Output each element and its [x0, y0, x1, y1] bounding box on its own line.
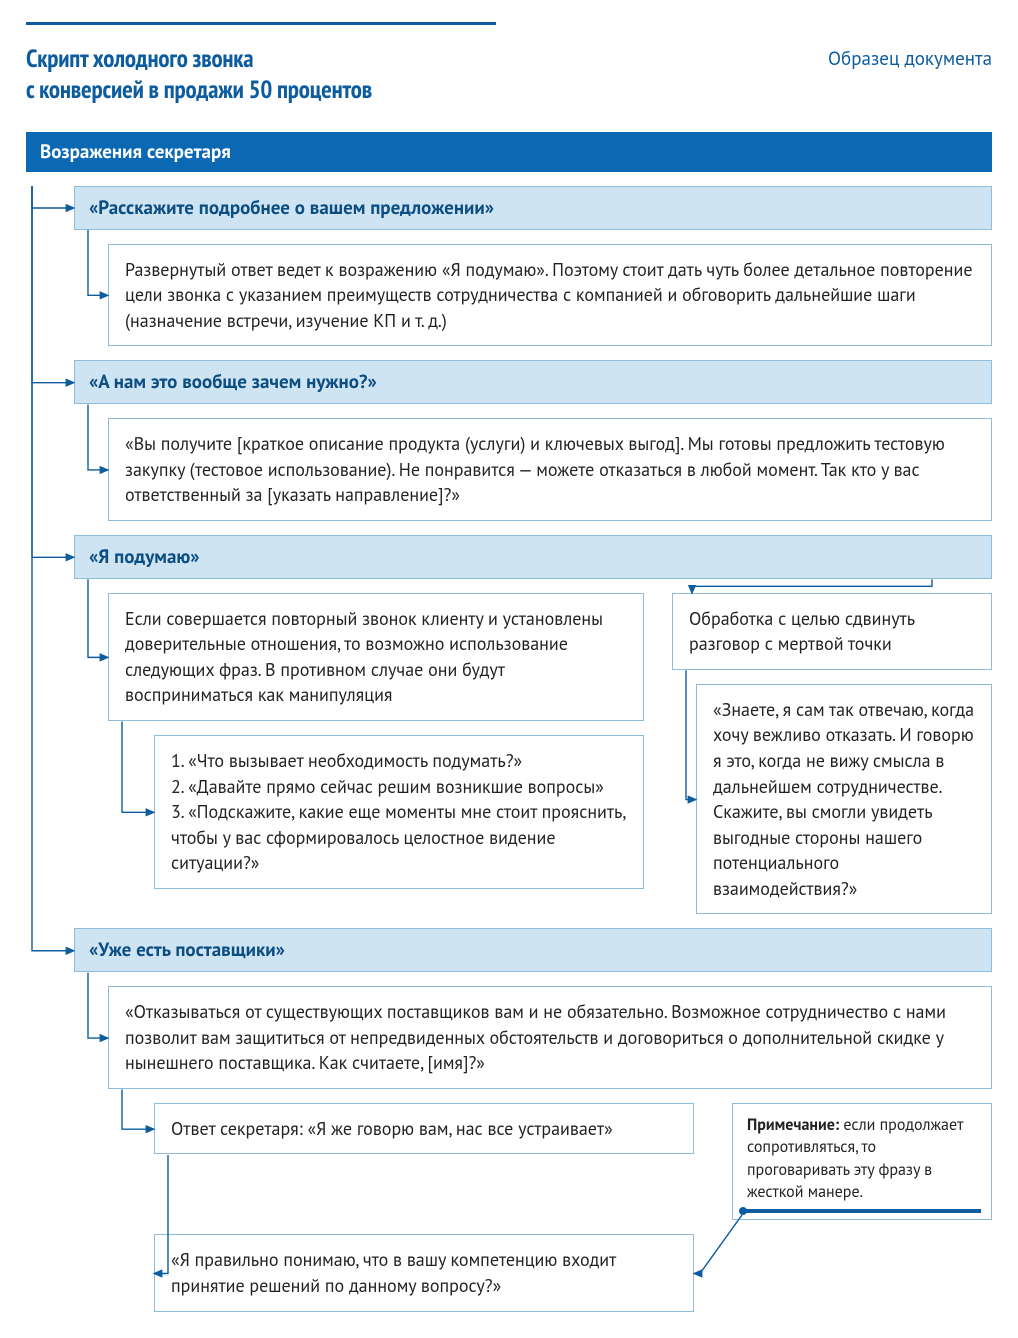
- answer-box: «Вы получите [краткое описание продукта …: [108, 418, 992, 521]
- answer-box: Развернутый ответ ведет к возражению «Я …: [108, 244, 992, 347]
- intro-box: Обработка с целью сдвинуть разговор с ме…: [672, 593, 992, 670]
- title-line-2: с конверсией в продажи 50 процентов: [26, 73, 372, 105]
- objection-title: «А нам это вообще зачем нужно?»: [74, 360, 992, 404]
- document-page: Скрипт холодного звонка с конверсией в п…: [0, 0, 1018, 1338]
- top-accent-rule: [26, 22, 496, 25]
- objection-block: «Я подумаю»: [74, 535, 992, 579]
- answer-box: «Отказываться от существующих поставщико…: [108, 986, 992, 1089]
- objections-tree: «Расскажите подробнее о вашем предложени…: [26, 186, 992, 1312]
- intro-box: Если совершается повторный звонок клиент…: [108, 593, 644, 721]
- followup-box: «Я правильно понимаю, что в вашу компете…: [154, 1234, 694, 1311]
- followup-box: Ответ секретаря: «Я же говорю вам, нас в…: [154, 1103, 694, 1155]
- left-column: Если совершается повторный звонок клиент…: [108, 593, 644, 914]
- answer-block: «Вы получите [краткое описание продукта …: [108, 418, 992, 521]
- note-box: Примечание: если продолжает сопротивлять…: [732, 1103, 992, 1221]
- answer-block: Развернутый ответ ведет к возражению «Я …: [108, 244, 992, 347]
- list-box: 1. «Что вызывает необходимость подумать?…: [154, 735, 644, 889]
- followup-row-2: «Я правильно понимаю, что в вашу компете…: [154, 1234, 992, 1311]
- objection-block: «Расскажите подробнее о вашем предложени…: [74, 186, 992, 230]
- objection-title: «Уже есть поставщики»: [74, 928, 992, 972]
- objection-title: «Я подумаю»: [74, 535, 992, 579]
- nested-answer-block: 1. «Что вызывает необходимость подумать?…: [154, 735, 644, 889]
- objection-block: «Уже есть поставщики»: [74, 928, 992, 972]
- title-line-1: Скрипт холодного звонка: [26, 42, 253, 74]
- document-title: Скрипт холодного звонка с конверсией в п…: [26, 43, 372, 106]
- answer-block: «Отказываться от существующих поставщико…: [108, 986, 992, 1089]
- note-accent-dot: [739, 1207, 747, 1215]
- section-title-bar: Возражения секретаря: [26, 132, 992, 172]
- numbered-list: 1. «Что вызывает необходимость подумать?…: [171, 749, 625, 874]
- right-column: Обработка с целью сдвинуть разговор с ме…: [672, 593, 992, 914]
- note-label: Примечание:: [747, 1115, 839, 1135]
- answer-box: «Знаете, я сам так отвечаю, когда хочу в…: [696, 684, 992, 914]
- two-column-row: Если совершается повторный звонок клиент…: [108, 593, 992, 914]
- nested-answer-block: «Знаете, я сам так отвечаю, когда хочу в…: [696, 684, 992, 914]
- sample-document-badge: Образец документа: [828, 43, 992, 71]
- objection-block: «А нам это вообще зачем нужно?»: [74, 360, 992, 404]
- objection-title: «Расскажите подробнее о вашем предложени…: [74, 186, 992, 230]
- followup-row-1: Ответ секретаря: «Я же говорю вам, нас в…: [154, 1103, 992, 1221]
- header-row: Скрипт холодного звонка с конверсией в п…: [26, 43, 992, 106]
- note-accent-underline: [743, 1209, 981, 1213]
